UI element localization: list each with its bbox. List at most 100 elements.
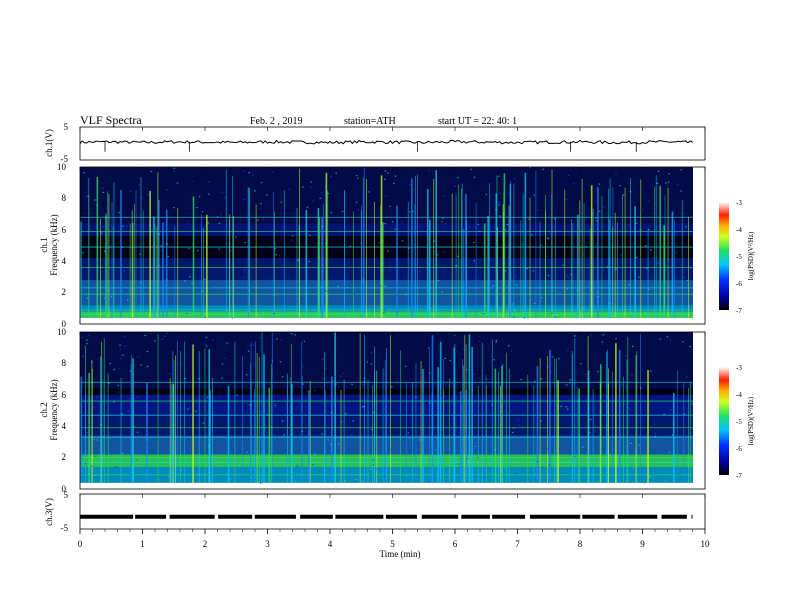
spec1-speck-123 (206, 231, 208, 233)
ch3-ytick-top: 5 (64, 490, 69, 500)
ch2-ytick-6: 6 (62, 390, 67, 400)
spec1-speck-334 (208, 181, 210, 183)
spec1-speck-173 (349, 245, 352, 247)
spec1-speck-283 (266, 194, 268, 196)
spec2-speck-236 (147, 365, 149, 367)
spec1-speck-187 (547, 238, 550, 240)
spec1-speck-251 (652, 257, 655, 259)
spec1-speck-340 (647, 288, 650, 291)
spec1-speck-287 (627, 304, 630, 306)
spec1-speck-214 (220, 213, 222, 216)
spec1-speck-45 (575, 317, 578, 319)
spec2-speck-213 (491, 404, 493, 406)
spec1-speck-243 (595, 220, 598, 222)
spec2-speck-294 (682, 341, 684, 343)
spec2-speck-208 (313, 390, 316, 392)
spec1-speck-341 (396, 293, 398, 296)
spec2-speck-336 (602, 334, 605, 336)
spec1-speck-69 (120, 248, 123, 250)
spec2-speck-279 (428, 347, 430, 349)
spec1-speck-101 (620, 254, 622, 256)
spec2-speck-223 (602, 394, 605, 396)
spec2-speck-192 (625, 355, 627, 357)
spec2-speck-100 (477, 456, 479, 459)
ch1-ytick-0: 0 (62, 319, 67, 329)
spec1-speck-88 (389, 269, 392, 271)
spec1-speck-338 (262, 218, 265, 220)
spec2-speck-133 (279, 361, 282, 363)
spec2-speck-186 (642, 467, 645, 469)
spec1-speck-117 (243, 269, 245, 271)
spec2-speck-323 (607, 395, 609, 398)
spec1-speck-246 (173, 207, 175, 209)
spec2-speck-166 (253, 344, 255, 346)
spec1-speck-115 (405, 294, 407, 296)
spec1-speck-172 (576, 289, 579, 291)
spec2-speck-343 (362, 383, 364, 385)
spec2-speck-95 (540, 420, 542, 422)
spec1-speck-77 (173, 170, 175, 172)
spec1-speck-308 (378, 241, 381, 244)
spec1-speck-37 (603, 206, 605, 208)
spec1-speck-31 (103, 297, 106, 299)
spec2-speck-300 (650, 426, 653, 428)
spec2-speck-60 (653, 423, 656, 425)
spec1-speck-244 (455, 265, 457, 267)
ch2-cb-tick-m6: -6 (736, 445, 742, 453)
spec1-speck-269 (230, 249, 232, 252)
spec1-speck-141 (513, 178, 516, 180)
spec1-speck-201 (174, 273, 177, 275)
x-tick-label-1: 1 (140, 539, 145, 549)
ch3-segment-11 (529, 514, 581, 519)
spec2-speck-304 (91, 421, 94, 423)
spec1-speck-79 (389, 205, 391, 208)
spec1-speck-211 (348, 315, 350, 317)
spec2-speck-82 (548, 464, 551, 466)
spec1-speck-302 (257, 317, 260, 319)
spec2-speck-27 (303, 340, 306, 342)
spec2-speck-242 (136, 459, 138, 461)
spec1-speck-149 (96, 204, 98, 207)
spec1-speck-25 (296, 300, 298, 302)
ch1-cb-tick-m6: -6 (736, 280, 742, 288)
spec1-speck-43 (302, 186, 304, 188)
spec2-speck-44 (133, 425, 135, 428)
spec1-speck-195 (551, 312, 553, 314)
spec1-speck-59 (521, 243, 523, 246)
spec1-speck-61 (394, 228, 396, 230)
spec1-speck-35 (139, 253, 141, 255)
spec1-speck-204 (528, 297, 531, 299)
spec2-speck-127 (518, 424, 520, 426)
spec1-speck-253 (273, 294, 276, 297)
spec1-speck-139 (352, 211, 355, 213)
spec1-speck-200 (585, 246, 588, 248)
spec2-speck-78 (396, 378, 399, 380)
spec2-speck-89 (88, 335, 90, 337)
spec1-speck-237 (385, 195, 387, 197)
spec1-speck-100 (457, 177, 459, 179)
spec1-speck-267 (357, 177, 359, 179)
ch3-waveform-panel: 5 -5 ch.3(V) (44, 490, 706, 533)
spec2-speck-170 (541, 466, 543, 468)
spec1-speck-205 (608, 284, 611, 287)
spec1-speck-137 (343, 228, 346, 230)
ch1-cb-tick-m4: -4 (736, 226, 742, 234)
spec1-speck-57 (527, 317, 529, 319)
spec2-speck-217 (428, 481, 431, 483)
spec2-speck-322 (270, 426, 273, 428)
spec2-speck-330 (493, 359, 495, 361)
spec1-speck-85 (409, 184, 412, 186)
spec2-speck-98 (207, 445, 210, 447)
spec1-speck-106 (275, 254, 277, 256)
spec1-speck-29 (161, 249, 163, 252)
spec2-speck-161 (203, 361, 206, 363)
spec1-speck-203 (128, 273, 131, 276)
spec2-speck-156 (432, 354, 434, 356)
spec1-speck-274 (506, 223, 509, 226)
spec1-speck-1 (105, 213, 107, 215)
spec1-band-3 (80, 280, 693, 306)
ch1-spectrogram-panel: 0 2 4 6 8 10 ch.1 Frequency (kHz) -3 -4 … (39, 162, 755, 329)
spec2-speck-178 (483, 476, 485, 478)
spec2-speck-248 (640, 387, 642, 389)
spec1-speck-135 (645, 314, 648, 316)
